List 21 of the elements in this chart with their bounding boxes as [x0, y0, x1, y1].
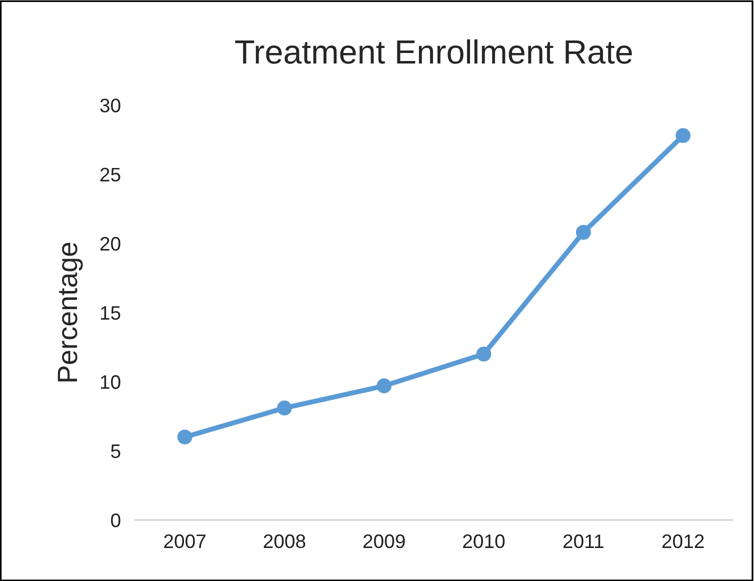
chart-title: Treatment Enrollment Rate — [235, 39, 632, 64]
y-axis-title: Percentage — [58, 242, 83, 382]
point — [476, 346, 492, 362]
x-tick-label: 2008 — [264, 534, 306, 548]
x-tick-label: 2010 — [463, 534, 505, 548]
y-tick-label: 30 — [100, 98, 120, 112]
x-tick-label: 2012 — [662, 534, 704, 548]
point — [276, 400, 292, 416]
x-tick-label: 2009 — [363, 534, 405, 548]
y-tick-label: 5 — [111, 444, 120, 458]
y-tick-label: 0 — [111, 513, 120, 528]
x-tick-label: 2007 — [164, 534, 206, 548]
point — [376, 378, 392, 394]
point — [576, 224, 591, 240]
y-tick-label: 15 — [100, 306, 120, 320]
point — [177, 430, 192, 444]
y-tick-label: 20 — [100, 236, 120, 251]
y-tick-label: 25 — [100, 168, 120, 182]
y-tick-label: 10 — [100, 375, 120, 389]
x-tick-label: 2011 — [563, 534, 604, 548]
point — [676, 128, 691, 144]
